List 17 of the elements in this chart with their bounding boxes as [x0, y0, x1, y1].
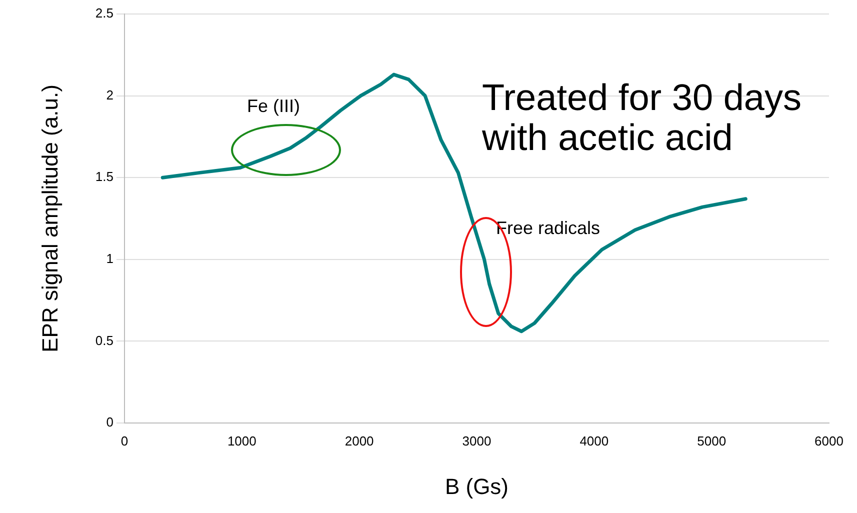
x-tick-label: 1000: [227, 433, 256, 448]
y-tick-label: 1.5: [95, 169, 114, 184]
annotation: Treated for 30 days with acetic acid: [481, 77, 802, 158]
x-tick-label: 6000: [814, 433, 844, 448]
y-axis-title: EPR signal amplitude (a.u.): [37, 84, 62, 352]
y-tick-label: 1: [106, 250, 114, 266]
y-tick-label: 2: [106, 87, 114, 102]
y-tick-label: 0.5: [95, 332, 114, 348]
x-tick-label: 2000: [344, 433, 374, 448]
x-tick-label: 4000: [580, 433, 609, 448]
y-tick-label: 0: [106, 414, 114, 430]
x-tick-label: 0: [120, 433, 128, 448]
x-tick-label: 5000: [697, 433, 726, 448]
x-axis-title: B (Gs): [444, 474, 509, 499]
x-tick-label: 3000: [462, 433, 492, 448]
y-tick-label: 2.5: [95, 6, 114, 21]
annotation: Fe (III): [247, 96, 300, 116]
